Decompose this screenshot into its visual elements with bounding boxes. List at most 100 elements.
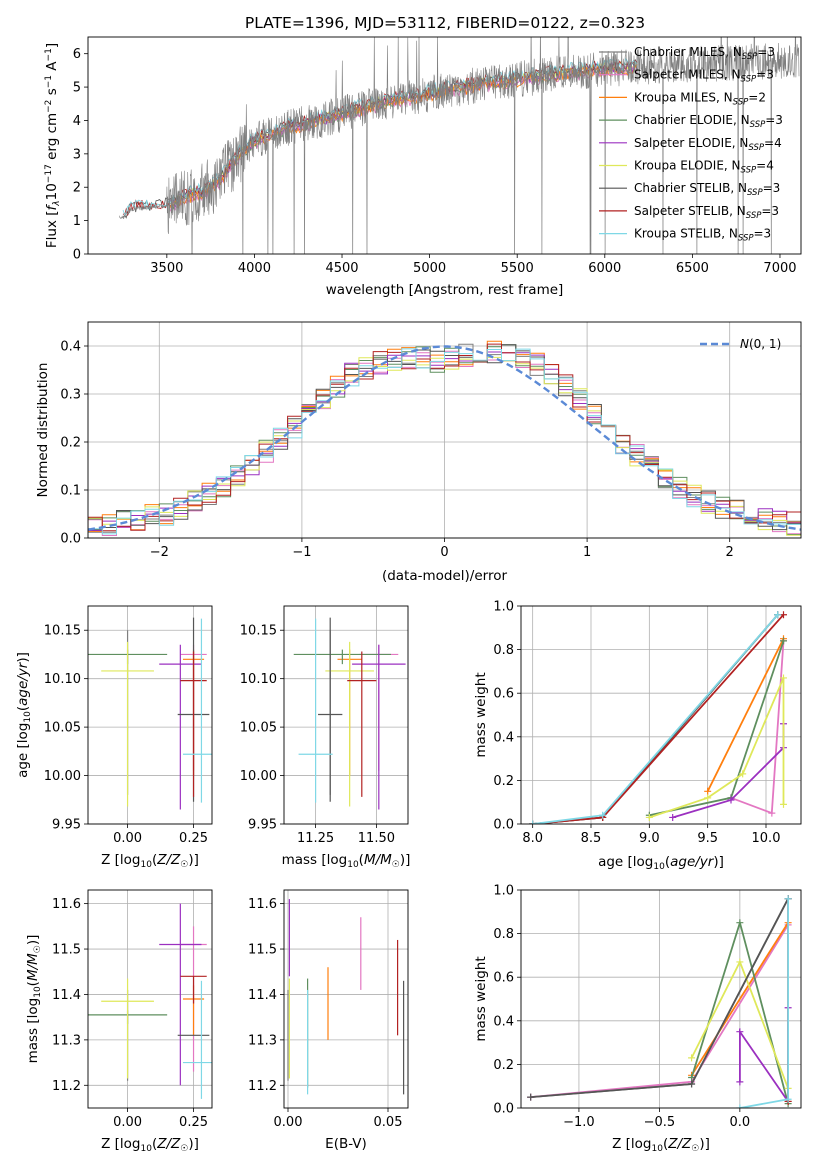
x-tick-label: 9.5 (697, 831, 718, 846)
ylabel-part: λ (52, 200, 62, 206)
label-part: ☉ (392, 860, 400, 870)
y-tick-label: 0.4 (493, 1014, 514, 1029)
label-part: 10 (347, 860, 359, 870)
residual-histograms (88, 340, 801, 538)
y-tick-label: 11.3 (52, 1033, 81, 1048)
legend-label-salpeter_miles: Salpeter MILES, NSSP=3 (634, 68, 774, 85)
legend-text: Salpeter ELODIE, N (634, 136, 748, 150)
y-tick-label: 11.4 (248, 988, 277, 1003)
age_vs_mass-panel: 11.25 11.50 9.95 10.00 10.05 10.10 10.15 mass [… (240, 605, 411, 870)
y-tick-label: 11.6 (248, 897, 277, 912)
residual-hist-salpeter_stelib (88, 343, 801, 538)
ylabel-part: f (44, 203, 60, 210)
weight-marker-kroupa_elodie (780, 800, 787, 808)
label-part: )] (188, 1136, 199, 1152)
x-tick-label: 9.0 (639, 831, 660, 846)
y-tick-label: 10.15 (240, 624, 277, 639)
y-tick-label: 10.10 (240, 672, 277, 687)
mass_vs_Z-points (88, 903, 212, 1099)
ylabel-part: Flux [ (44, 210, 60, 248)
ylabel-age: age [log10(age/yr)] (15, 652, 33, 778)
axes-frame (87, 36, 802, 255)
label-part: ( (359, 852, 364, 868)
legend-label-chabrier_stelib: Chabrier STELIB, NSSP=3 (634, 181, 780, 198)
y-tick-label: 0.2 (493, 1058, 514, 1073)
weight-marker-kroupa_stelib (774, 611, 782, 619)
axes-frame (87, 889, 213, 1109)
legend-sub: SSP (747, 188, 763, 198)
weight-marker-chabrier_stelib (527, 1093, 535, 1101)
y-tick-label: 0.4 (493, 730, 514, 745)
label-part: 10 (653, 862, 665, 872)
weight-line-kroupa_miles (690, 922, 789, 1076)
legend-sub: SSP (741, 75, 757, 85)
weight-marker-chabrier_elodie (688, 1073, 696, 1081)
y-tick-label: 4 (73, 114, 81, 129)
y-tick-label: 10.05 (240, 721, 277, 736)
weight_vs_Z-lines (527, 895, 792, 1108)
x-tick-label: −1 (292, 545, 311, 560)
label-part: )] (713, 854, 724, 870)
weight-marker-kroupa_elodie (688, 1054, 696, 1062)
axes-frame (283, 889, 409, 1109)
label-part: 10 (23, 711, 33, 723)
weight-marker-kroupa_stelib (736, 1104, 744, 1108)
legend-count: =3 (763, 181, 781, 195)
y-tick-label: 10.00 (44, 769, 81, 784)
x-tick-label: 0.00 (113, 831, 142, 846)
legend-text: Salpeter STELIB, N (634, 204, 746, 218)
label-part: Z/Z (667, 1136, 692, 1152)
legend-text: Kroupa ELODIE, N (634, 159, 741, 173)
legend-label-kroupa_miles: Kroupa MILES, NSSP=2 (634, 90, 766, 107)
label-part: Z/Z (156, 852, 181, 868)
legend-count: =3 (756, 68, 774, 82)
label-part: ☉ (180, 860, 188, 870)
spectrum-ylabel: Flux [fλ10−17 erg cm−2 s−1 A−1] (44, 43, 62, 248)
x-tick-label: 0.05 (374, 1115, 403, 1130)
legend-text: Salpeter MILES, N (634, 68, 741, 82)
label-part: )] (699, 1136, 710, 1152)
ylabel-part: erg cm (44, 113, 60, 164)
x-tick-label: 0.25 (179, 831, 208, 846)
spectrum-xlabel: wavelength [Angstrom, rest frame] (326, 282, 564, 298)
y-tick-label: 0.2 (60, 436, 81, 451)
y-tick-label: 9.95 (248, 818, 277, 833)
ylabel-part: −1 (44, 48, 54, 61)
label-part: )] (15, 652, 31, 663)
x-tick-label: 0.00 (274, 1115, 303, 1130)
legend-count: =2 (748, 90, 766, 104)
weight-line-kroupa_miles (706, 638, 785, 792)
x-tick-label: 0.00 (113, 1115, 142, 1130)
weight-marker-kroupa_miles (704, 787, 712, 795)
axes-frame (520, 605, 802, 825)
y-tick-label: 11.6 (52, 897, 81, 912)
y-tick-label: 10.00 (240, 769, 277, 784)
ylabel-part: −1 (44, 75, 54, 88)
axes-frame (87, 321, 802, 539)
x-tick-label: 1 (583, 545, 591, 560)
weight-marker-chabrier_elodie (780, 637, 787, 645)
weight-marker-kroupa_elodie (780, 674, 787, 682)
y-tick-label: 0.0 (493, 1102, 514, 1117)
weight-marker-salpeter_elodie (736, 1028, 744, 1036)
legend-count: =3 (761, 204, 779, 218)
mass_vs_EBV-points (287, 899, 405, 1095)
weight-marker-salpeter_elodie (727, 796, 735, 804)
x-tick-label: 4500 (325, 261, 358, 276)
weight-marker-kroupa_elodie (704, 794, 712, 802)
weight-marker-salpeter_elodie (669, 813, 677, 821)
y-tick-label: 11.5 (248, 943, 277, 958)
label-part: 10 (651, 1144, 663, 1154)
xlabel-mass: mass [log10(M/M☉)] (282, 852, 411, 870)
label-part: M/M (25, 953, 41, 981)
ylabel-part: 10 (44, 183, 60, 200)
spectrum-line-chabrier_miles (119, 37, 800, 254)
mass_vs_EBV-panel: 0.00 0.05 11.2 11.3 11.4 11.5 11.6 E(B-V) (248, 889, 409, 1152)
ylabel-part: A (44, 61, 60, 75)
x-tick-label: 2 (726, 545, 734, 560)
label-part: ☉ (691, 1144, 699, 1154)
x-tick-label: 11.25 (297, 831, 334, 846)
